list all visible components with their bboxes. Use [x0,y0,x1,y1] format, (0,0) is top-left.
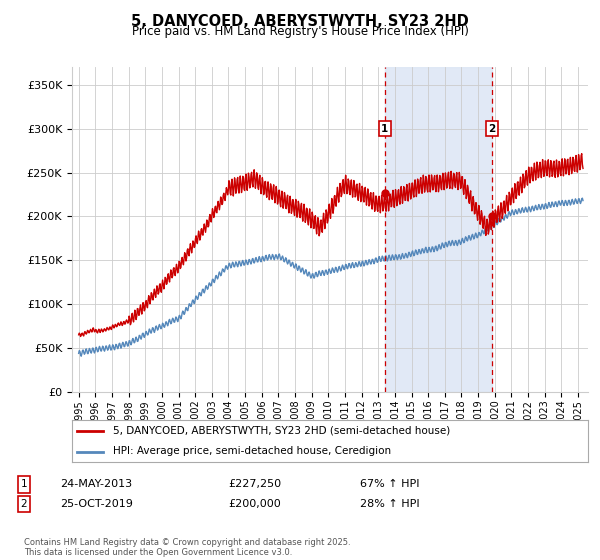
Text: £200,000: £200,000 [228,499,281,509]
Text: 1: 1 [20,479,28,489]
Text: HPI: Average price, semi-detached house, Ceredigion: HPI: Average price, semi-detached house,… [113,446,391,456]
Text: 5, DANYCOED, ABERYSTWYTH, SY23 2HD (semi-detached house): 5, DANYCOED, ABERYSTWYTH, SY23 2HD (semi… [113,426,451,436]
Text: 25-OCT-2019: 25-OCT-2019 [60,499,133,509]
Text: 28% ↑ HPI: 28% ↑ HPI [360,499,419,509]
Text: 24-MAY-2013: 24-MAY-2013 [60,479,132,489]
Bar [385,67,492,392]
Text: £227,250: £227,250 [228,479,281,489]
Text: Price paid vs. HM Land Registry's House Price Index (HPI): Price paid vs. HM Land Registry's House … [131,25,469,38]
Text: 2: 2 [488,124,496,134]
Text: 67% ↑ HPI: 67% ↑ HPI [360,479,419,489]
Text: 1: 1 [381,124,388,134]
Text: 2: 2 [20,499,28,509]
Text: Contains HM Land Registry data © Crown copyright and database right 2025.
This d: Contains HM Land Registry data © Crown c… [24,538,350,557]
Text: 5, DANYCOED, ABERYSTWYTH, SY23 2HD: 5, DANYCOED, ABERYSTWYTH, SY23 2HD [131,14,469,29]
